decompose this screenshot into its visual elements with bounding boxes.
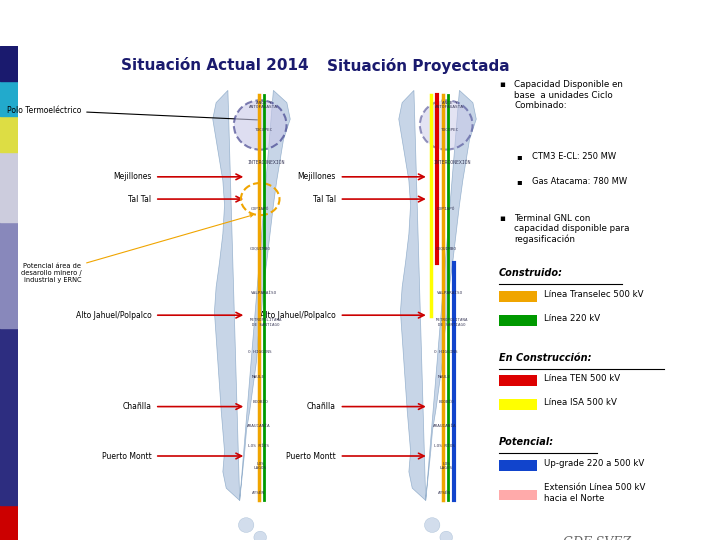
Text: COPIAPÓ: COPIAPÓ xyxy=(251,207,269,211)
Text: Mejillones: Mejillones xyxy=(113,172,151,181)
Text: En Construcción:: En Construcción: xyxy=(499,353,591,363)
Ellipse shape xyxy=(238,518,254,532)
Text: BIOBÍO: BIOBÍO xyxy=(252,400,268,404)
Bar xyxy=(0,46,18,81)
Bar xyxy=(0,293,18,328)
Text: Tal Tal: Tal Tal xyxy=(128,194,151,204)
Text: ANCE Y
ANTOFAGASTA: ANCE Y ANTOFAGASTA xyxy=(249,101,278,110)
Ellipse shape xyxy=(234,100,287,150)
Text: Chañlla: Chañlla xyxy=(307,402,336,411)
Text: Línea Transelec 500 kV: Línea Transelec 500 kV xyxy=(544,290,644,299)
Text: Alto Jahuel/Polpalco: Alto Jahuel/Polpalco xyxy=(76,310,151,320)
Bar xyxy=(0,258,18,293)
Text: INTERCONEXIÓN: INTERCONEXIÓN xyxy=(433,159,471,165)
Text: Terminal GNL con
capacidad disponible para
regasificación: Terminal GNL con capacidad disponible pa… xyxy=(514,214,630,244)
Text: COPIAPÓ: COPIAPÓ xyxy=(437,207,456,211)
Text: Línea TEN 500 kV: Línea TEN 500 kV xyxy=(544,374,621,383)
Text: Puerto Montt: Puerto Montt xyxy=(102,451,151,461)
Text: Polo Termoeléctrico: Polo Termoeléctrico xyxy=(6,106,258,120)
Bar xyxy=(0,434,18,469)
Text: Evolución del Sistema Troncal: Evolución del Sistema Troncal xyxy=(217,16,546,35)
Bar xyxy=(0,399,18,434)
Text: Construido:: Construido: xyxy=(499,268,563,278)
Bar xyxy=(499,460,538,471)
Text: ▪: ▪ xyxy=(499,214,505,223)
Bar xyxy=(499,291,538,302)
Text: Línea ISA 500 kV: Línea ISA 500 kV xyxy=(544,398,617,407)
Bar xyxy=(0,363,18,399)
Bar xyxy=(0,505,18,540)
Bar xyxy=(499,490,538,501)
Text: CTM3 E-CL: 250 MW: CTM3 E-CL: 250 MW xyxy=(532,152,616,161)
Bar xyxy=(0,117,18,152)
Text: LOS RÍOS: LOS RÍOS xyxy=(434,444,455,448)
Text: Puerto Montt: Puerto Montt xyxy=(287,451,336,461)
Text: MAULE: MAULE xyxy=(252,375,266,379)
Text: ANCE Y
ANTOFAGASTA: ANCE Y ANTOFAGASTA xyxy=(436,101,464,110)
Text: Capacidad Disponible en
base  a unidades Ciclo
Combinado:: Capacidad Disponible en base a unidades … xyxy=(514,80,624,110)
Text: Línea 220 kV: Línea 220 kV xyxy=(544,314,600,322)
Text: METROPOLITANA
DE SANTIAGO: METROPOLITANA DE SANTIAGO xyxy=(436,318,468,327)
Text: O HIGGINS: O HIGGINS xyxy=(248,350,272,354)
Bar xyxy=(0,469,18,505)
Bar xyxy=(499,375,538,386)
Text: VALPARAÍSO: VALPARAÍSO xyxy=(251,291,276,295)
Text: LOS
LAGOS: LOS LAGOS xyxy=(253,462,266,470)
Text: COQUIMBO: COQUIMBO xyxy=(436,246,456,251)
Text: TOCOPEC: TOCOPEC xyxy=(441,128,459,132)
Bar xyxy=(0,187,18,222)
Polygon shape xyxy=(212,90,290,501)
Text: ARAUCANÍA: ARAUCANÍA xyxy=(247,424,271,428)
Polygon shape xyxy=(399,90,476,501)
Text: Situación Proyectada: Situación Proyectada xyxy=(327,58,510,73)
Ellipse shape xyxy=(254,531,266,540)
Bar xyxy=(0,328,18,363)
Text: MAULE: MAULE xyxy=(438,375,451,379)
Text: COQUIMBO: COQUIMBO xyxy=(250,246,271,251)
Text: Potencial:: Potencial: xyxy=(499,437,554,447)
Text: INTERCONEXIÓN: INTERCONEXIÓN xyxy=(247,159,284,165)
Text: Extensión Línea 500 kV
hacia el Norte: Extensión Línea 500 kV hacia el Norte xyxy=(544,483,646,503)
Bar xyxy=(0,152,18,187)
Text: VALPARAÍSO: VALPARAÍSO xyxy=(436,291,463,295)
Text: ▪: ▪ xyxy=(516,177,522,186)
Text: AYSÉN: AYSÉN xyxy=(438,491,451,495)
Text: BIOBÍO: BIOBÍO xyxy=(438,400,454,404)
Text: Situación Actual 2014: Situación Actual 2014 xyxy=(121,58,308,73)
Text: ▪: ▪ xyxy=(516,152,522,161)
Ellipse shape xyxy=(425,518,440,532)
Bar xyxy=(499,399,538,410)
Text: ARAUCANÍA: ARAUCANÍA xyxy=(433,424,456,428)
Bar xyxy=(0,81,18,117)
Text: GDF SVEZ: GDF SVEZ xyxy=(563,536,631,540)
Text: LOS
LAGOS: LOS LAGOS xyxy=(440,462,453,470)
Text: O HIGGINS: O HIGGINS xyxy=(434,350,458,354)
Text: Mejillones: Mejillones xyxy=(297,172,336,181)
Text: ▪: ▪ xyxy=(499,80,505,90)
Text: METROPOLITANA
DE SANTIAGO: METROPOLITANA DE SANTIAGO xyxy=(250,318,282,327)
Bar xyxy=(499,315,538,326)
Text: Gas Atacama: 780 MW: Gas Atacama: 780 MW xyxy=(532,177,627,186)
Text: AYSÉN: AYSÉN xyxy=(252,491,266,495)
Text: Chañlla: Chañlla xyxy=(122,402,151,411)
Bar xyxy=(0,222,18,258)
Text: Alto Jahuel/Polpalco: Alto Jahuel/Polpalco xyxy=(260,310,336,320)
Text: Tal Tal: Tal Tal xyxy=(313,194,336,204)
Text: Up-grade 220 a 500 kV: Up-grade 220 a 500 kV xyxy=(544,459,644,468)
Ellipse shape xyxy=(420,100,472,150)
Text: Potencial área de
desarollo minero /
industrial y ERNC: Potencial área de desarollo minero / ind… xyxy=(21,214,253,283)
Text: TOCOPEC: TOCOPEC xyxy=(254,128,273,132)
Text: LOS RÍOS: LOS RÍOS xyxy=(248,444,269,448)
Ellipse shape xyxy=(440,531,453,540)
